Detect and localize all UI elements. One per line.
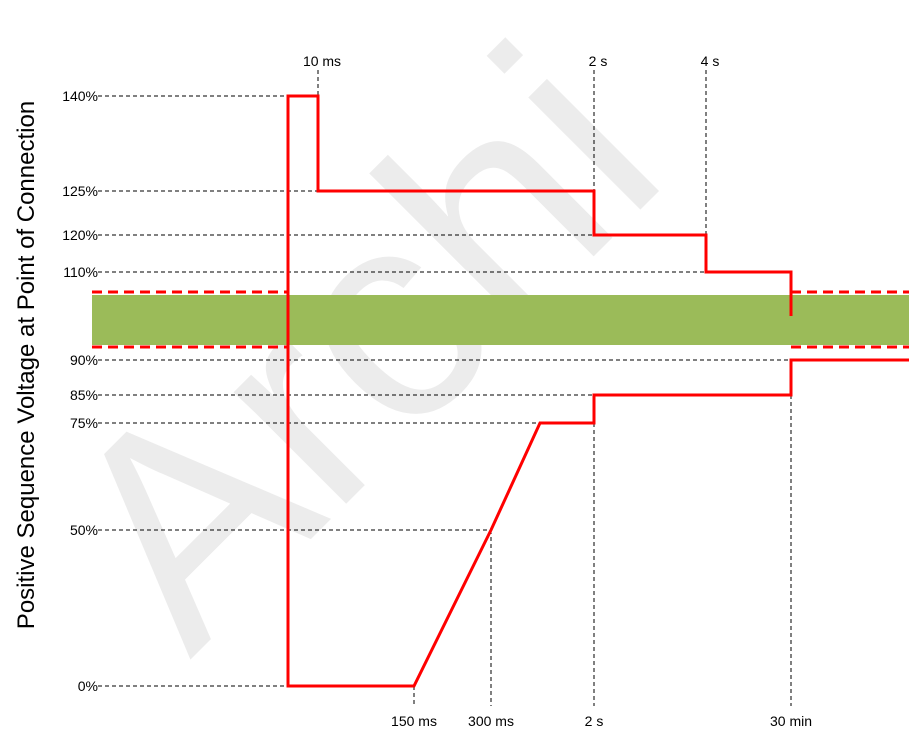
x-tick-label-top: 4 s <box>701 53 720 69</box>
watermark: Archi <box>0 0 719 705</box>
x-tick-label-bottom: 2 s <box>585 713 604 729</box>
y-tick-label: 125% <box>62 183 98 199</box>
x-tick-labels: 10 ms 2 s 4 s 150 ms 300 ms 2 s 30 min <box>303 53 812 729</box>
overvoltage-limit-curve <box>286 94 793 316</box>
y-tick-label: 75% <box>70 415 98 431</box>
x-tick-label-bottom: 300 ms <box>468 713 514 729</box>
undervoltage-limit-curve <box>286 316 909 688</box>
x-tick-label-top: 10 ms <box>303 53 341 69</box>
y-axis-label: Positive Sequence Voltage at Point of Co… <box>13 101 40 629</box>
normal-band-fill <box>92 295 909 345</box>
y-tick-label: 140% <box>62 88 98 104</box>
limit-curves <box>286 94 909 688</box>
x-tick-label-bottom: 30 min <box>770 713 812 729</box>
y-tick-label: 90% <box>70 352 98 368</box>
x-tick-label-top: 2 s <box>589 53 608 69</box>
x-tick-label-bottom: 150 ms <box>391 713 437 729</box>
y-tick-label: 0% <box>78 678 98 694</box>
normal-operation-band <box>92 290 909 349</box>
y-tick-label: 85% <box>70 387 98 403</box>
y-tick-labels: 140% 125% 120% 110% 90% 85% 75% 50% 0% <box>62 88 98 694</box>
y-tick-label: 110% <box>63 264 98 280</box>
guide-lines <box>98 70 792 706</box>
y-tick-label: 50% <box>70 522 98 538</box>
y-tick-label: 120% <box>62 227 98 243</box>
